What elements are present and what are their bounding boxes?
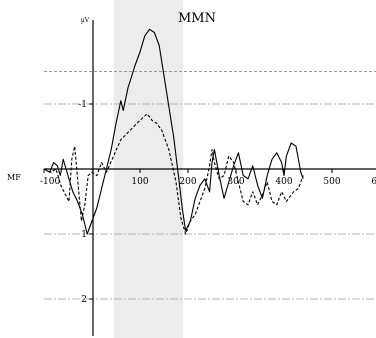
reference-lines <box>44 71 376 300</box>
labels-layer: MMN µV MF <box>7 11 216 182</box>
x-tick-label: 600 <box>371 177 376 187</box>
series-line-solid <box>43 28 304 235</box>
y-tick-label: -1 <box>78 100 87 110</box>
x-tick-label: 300 <box>227 177 244 187</box>
x-tick-label: 400 <box>275 177 292 187</box>
y-unit-label: µV <box>81 17 90 24</box>
x-tick-label: 500 <box>323 177 340 187</box>
y-tick-label: 1 <box>81 230 87 240</box>
chart-title: MMN <box>178 11 216 26</box>
series-line-dashed <box>43 113 304 235</box>
tick-labels: -1 1 2 -100 100 200 300 400 500 600 <box>40 100 376 305</box>
y-tick-label: 2 <box>81 295 87 305</box>
x-tick-label: -100 <box>40 177 60 187</box>
x-tick-label: 100 <box>131 177 148 187</box>
x-tick-label: 200 <box>179 177 196 187</box>
row-label: MF <box>7 173 21 182</box>
series-layer <box>43 28 304 235</box>
axes <box>44 20 376 336</box>
